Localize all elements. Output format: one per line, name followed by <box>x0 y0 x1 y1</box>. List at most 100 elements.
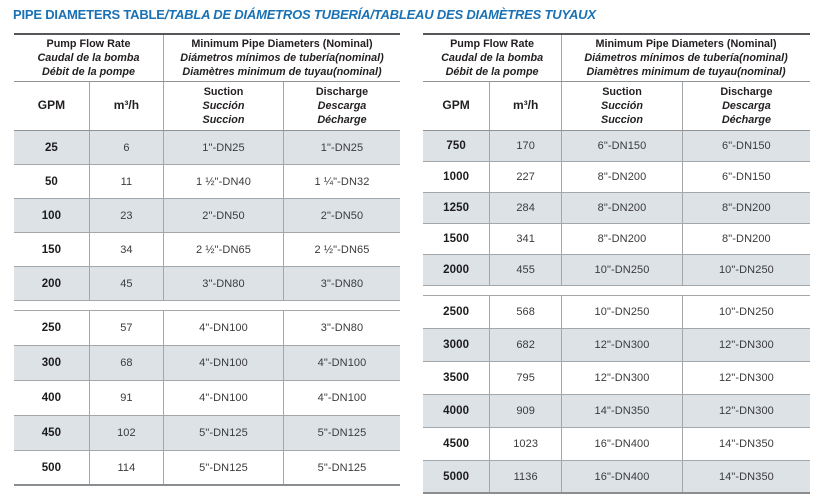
discharge-value: 3"-DN80 <box>283 267 400 300</box>
header-line: Débit de la pompe <box>41 66 135 79</box>
gpm-value: 100 <box>41 209 62 222</box>
gpm-value: 250 <box>41 322 62 334</box>
row-group-gap <box>423 286 810 295</box>
table-body-group-2: 2500 568 10"-DN250 10"-DN250 3000 682 12"-DN30… <box>423 295 810 494</box>
header-line: Décharge <box>317 114 367 127</box>
header-line: m³/h <box>512 98 539 113</box>
header-line: Décharge <box>721 114 772 127</box>
gpm-value: 2000 <box>443 264 470 276</box>
header-line: Pump Flow Rate <box>46 37 131 50</box>
m3h-value: 34 <box>88 233 163 266</box>
discharge-value: 1 ¼"-DN32 <box>283 165 400 198</box>
page-title-translations: /TABLA DE DIÁMETROS TUBERÍA/TABLEAU DES … <box>164 7 596 22</box>
table-row: 3500 795 12"-DN300 12"-DN300 <box>423 362 810 395</box>
m3h-value: 795 <box>489 362 561 394</box>
gpm-value: 50 <box>44 175 58 188</box>
suction-value: 4"-DN100 <box>162 346 283 380</box>
gpm-value: 400 <box>41 392 62 404</box>
suction-column-header: Suction Succión Succion <box>561 82 682 130</box>
suction-value: 5"-DN125 <box>162 416 283 450</box>
header-line: Minimum Pipe Diameters (Nominal) <box>191 37 373 50</box>
table-row: 150 34 2 ½"-DN65 2 ½"-DN65 <box>14 233 400 267</box>
gpm-value: 3000 <box>443 339 470 351</box>
header-line: Diamètres minimum de tuyau(nominal) <box>586 66 786 79</box>
table-row: 200 45 3"-DN80 3"-DN80 <box>14 267 400 301</box>
suction-value: 3"-DN80 <box>162 267 283 300</box>
suction-value: 16"-DN400 <box>561 428 682 460</box>
m3h-value: 45 <box>88 267 163 300</box>
page-title: PIPE DIAMETERS TABLE/TABLA DE DIÁMETROS … <box>13 7 596 22</box>
suction-value: 4"-DN100 <box>162 311 283 345</box>
pipe-table-right: Pump Flow Rate Caudal de la bomba Débit … <box>423 33 810 494</box>
header-line: Caudal de la bomba <box>37 51 140 64</box>
gpm-value: 750 <box>446 140 466 152</box>
suction-value: 1 ½"-DN40 <box>162 165 283 198</box>
table-row: 250 57 4"-DN100 3"-DN80 <box>14 311 400 346</box>
discharge-column-header: Discharge Descarga Décharge <box>283 82 400 130</box>
table-row: 1000 227 8"-DN200 6"-DN150 <box>423 162 810 193</box>
m3h-value: 23 <box>88 199 163 232</box>
header-line: Suction <box>203 85 244 98</box>
header-line: Succion <box>202 114 245 127</box>
table-row: 5000 1136 16"-DN400 14"-DN350 <box>423 461 810 494</box>
gpm-value: 500 <box>41 461 62 474</box>
header-line: GPM <box>442 98 470 113</box>
gpm-column-header: GPM <box>423 82 489 130</box>
row-group-gap <box>14 301 400 310</box>
table-row: 4000 909 14"-DN350 12"-DN300 <box>423 395 810 428</box>
header-line: Diámetros mínimos de tubería(nominal) <box>584 51 788 64</box>
table-row: 500 114 5"-DN125 5"-DN125 <box>14 451 400 486</box>
m3h-value: 91 <box>88 381 163 415</box>
header-line: Descarga <box>722 99 771 112</box>
header-line: Succión <box>601 99 643 112</box>
table-row: 2500 568 10"-DN250 10"-DN250 <box>423 296 810 329</box>
suction-value: 8"-DN200 <box>561 193 682 223</box>
table-row: 25 6 1"-DN25 1"-DN25 <box>14 131 400 165</box>
m3h-value: 102 <box>88 416 163 450</box>
table-header-row-2: GPM m³/h Suction Succión Succion Dischar… <box>423 82 810 131</box>
table-body-group-1: 750 170 6"-DN150 6"-DN150 1000 227 8"-DN200 6"-… <box>423 131 810 286</box>
discharge-value: 5"-DN125 <box>283 451 400 484</box>
m3h-value: 568 <box>489 296 561 328</box>
discharge-value: 6"-DN150 <box>681 162 810 192</box>
table-row: 750 170 6"-DN150 6"-DN150 <box>423 131 810 162</box>
suction-value: 5"-DN125 <box>162 451 283 484</box>
m3h-value: 455 <box>489 255 561 285</box>
header-line: Caudal de la bomba <box>441 51 544 64</box>
header-line: Suction <box>602 85 642 98</box>
table-row: 100 23 2"-DN50 2"-DN50 <box>14 199 400 233</box>
discharge-value: 4"-DN100 <box>283 346 400 380</box>
pump-flow-rate-header: Pump Flow Rate Caudal de la bomba Débit … <box>423 35 561 81</box>
gpm-value: 450 <box>41 427 62 439</box>
header-line: Diamètres minimum de tuyau(nominal) <box>182 66 382 79</box>
suction-value: 8"-DN200 <box>561 224 682 254</box>
discharge-value: 10"-DN250 <box>681 296 810 328</box>
suction-column-header: Suction Succión Succion <box>162 82 283 130</box>
gpm-value: 1250 <box>443 202 470 214</box>
page-title-main: PIPE DIAMETERS TABLE <box>13 7 165 22</box>
table-row: 450 102 5"-DN125 5"-DN125 <box>14 416 400 451</box>
table-row: 1500 341 8"-DN200 8"-DN200 <box>423 224 810 255</box>
suction-value: 10"-DN250 <box>561 296 682 328</box>
discharge-value: 12"-DN300 <box>681 395 810 427</box>
gpm-value: 25 <box>44 141 58 154</box>
m3h-value: 114 <box>88 451 163 484</box>
header-line: Discharge <box>720 85 773 98</box>
table-row: 300 68 4"-DN100 4"-DN100 <box>14 346 400 381</box>
gpm-value: 1000 <box>443 171 470 183</box>
header-line: GPM <box>37 98 66 113</box>
discharge-value: 10"-DN250 <box>681 255 810 285</box>
discharge-value: 5"-DN125 <box>283 416 400 450</box>
table-header-row-1: Pump Flow Rate Caudal de la bomba Débit … <box>14 33 400 82</box>
gpm-value: 200 <box>41 277 62 290</box>
discharge-value: 14"-DN350 <box>681 461 810 492</box>
table-row: 4500 1023 16"-DN400 14"-DN350 <box>423 428 810 461</box>
suction-value: 8"-DN200 <box>561 162 682 192</box>
discharge-value: 3"-DN80 <box>283 311 400 345</box>
table-row: 3000 682 12"-DN300 12"-DN300 <box>423 329 810 362</box>
suction-value: 6"-DN150 <box>561 131 682 161</box>
m3h-value: 1023 <box>489 428 561 460</box>
pump-flow-rate-header: Pump Flow Rate Caudal de la bomba Débit … <box>14 35 163 81</box>
discharge-value: 8"-DN200 <box>681 193 810 223</box>
